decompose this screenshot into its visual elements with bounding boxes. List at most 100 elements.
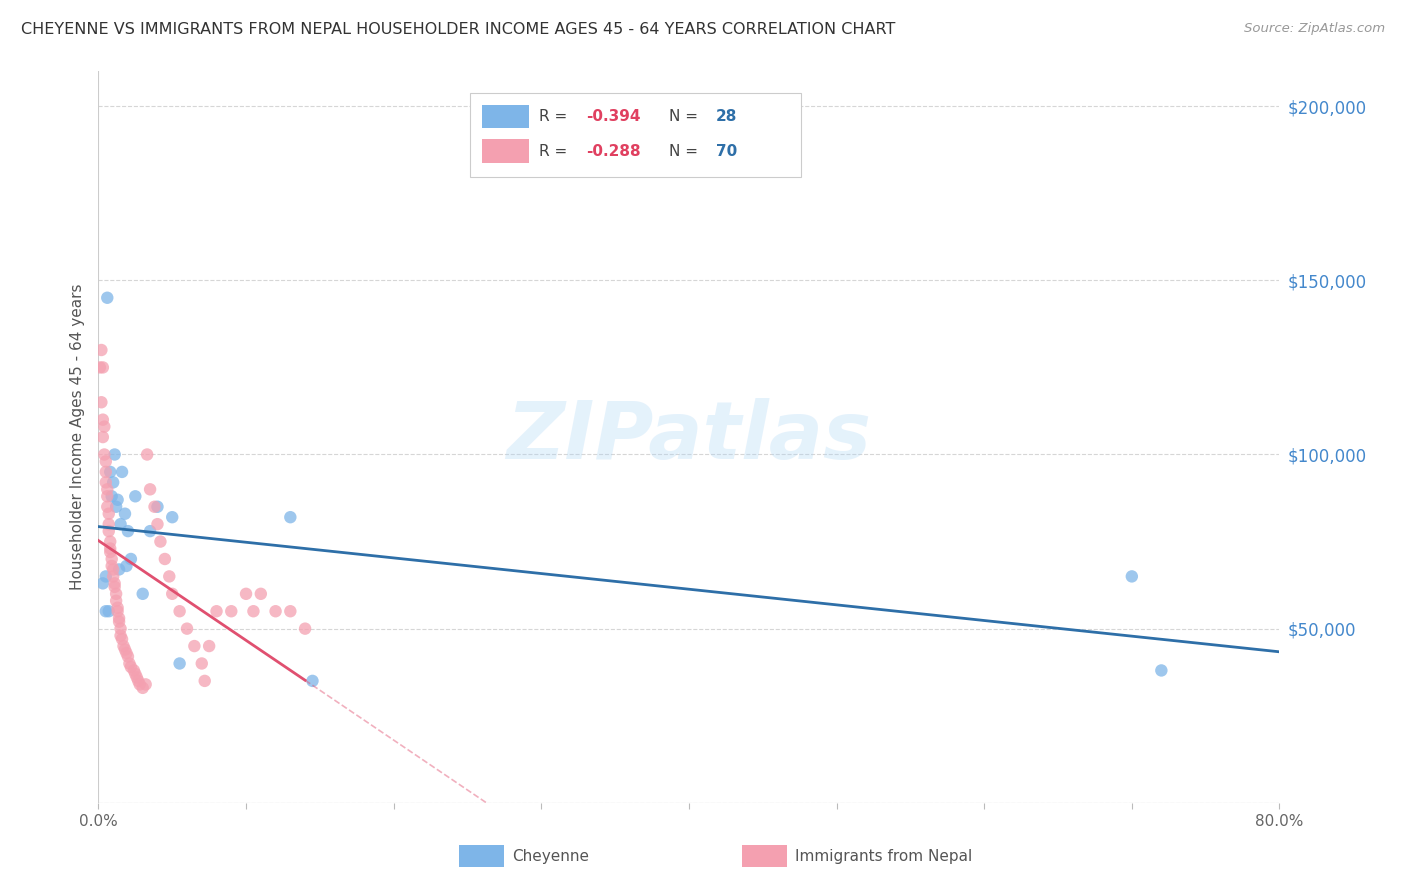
Text: N =: N = (669, 144, 703, 159)
Point (105, 587, 128, 601)
Point (108, 615, 131, 629)
Bar (742, 846, 787, 867)
Point (110, 517, 132, 532)
Point (96, 500, 118, 514)
Point (108, 611, 131, 625)
Point (98, 465, 121, 479)
Point (103, 569, 125, 583)
Point (94, 604, 117, 618)
Point (205, 604, 228, 618)
Point (105, 594, 128, 608)
Point (146, 500, 169, 514)
Point (139, 483, 162, 497)
Point (108, 562, 131, 576)
Point (221, 604, 243, 618)
Point (103, 475, 125, 490)
Point (94, 465, 117, 479)
Point (117, 649, 139, 664)
Text: -0.288: -0.288 (586, 144, 641, 159)
Point (235, 587, 257, 601)
Point (107, 600, 129, 615)
Point (136, 448, 159, 462)
Point (100, 489, 122, 503)
Point (97, 517, 120, 532)
Point (128, 677, 150, 691)
Point (132, 681, 155, 695)
Point (198, 639, 221, 653)
Bar (482, 105, 530, 128)
Point (98, 541, 121, 556)
Point (97, 604, 120, 618)
Point (146, 517, 169, 532)
Point (94, 475, 117, 490)
Point (264, 604, 287, 618)
Text: R =: R = (538, 144, 572, 159)
Point (115, 646, 138, 660)
Point (104, 448, 127, 462)
Point (127, 673, 149, 688)
Text: Immigrants from Nepal: Immigrants from Nepal (796, 848, 973, 863)
Text: Source: ZipAtlas.com: Source: ZipAtlas.com (1244, 22, 1385, 36)
Point (104, 576, 127, 591)
Point (89, 360, 111, 375)
Point (120, 660, 142, 674)
Bar (458, 846, 503, 867)
Text: CHEYENNE VS IMMIGRANTS FROM NEPAL HOUSEHOLDER INCOME AGES 45 - 64 YEARS CORRELAT: CHEYENNE VS IMMIGRANTS FROM NEPAL HOUSEH… (21, 22, 896, 37)
Point (169, 657, 191, 671)
Point (93, 448, 115, 462)
Point (90, 343, 112, 357)
Text: -0.394: -0.394 (586, 109, 641, 124)
Point (97, 524, 120, 538)
Text: ZIPatlas: ZIPatlas (506, 398, 872, 476)
Text: Cheyenne: Cheyenne (512, 848, 589, 863)
Point (183, 639, 205, 653)
Point (107, 492, 129, 507)
FancyBboxPatch shape (471, 94, 801, 178)
Bar (482, 139, 530, 163)
Point (96, 483, 118, 497)
Point (280, 510, 302, 524)
Point (1121, 569, 1143, 583)
Point (105, 500, 128, 514)
Point (162, 587, 183, 601)
Point (93, 419, 115, 434)
Point (104, 580, 127, 594)
Point (169, 604, 191, 618)
Point (97, 507, 120, 521)
Point (100, 552, 122, 566)
Y-axis label: Householder Income Ages 45 - 64 years: Householder Income Ages 45 - 64 years (70, 284, 86, 591)
Point (294, 622, 316, 636)
Point (103, 562, 125, 576)
Point (91, 430, 114, 444)
Point (132, 587, 155, 601)
Point (153, 552, 176, 566)
Text: 28: 28 (716, 109, 738, 124)
Point (143, 500, 166, 514)
Point (117, 524, 139, 538)
Point (91, 412, 114, 426)
Point (114, 507, 136, 521)
Text: 70: 70 (716, 144, 737, 159)
Text: N =: N = (669, 109, 703, 124)
Point (120, 552, 142, 566)
Point (124, 667, 146, 681)
Point (301, 673, 323, 688)
Point (135, 677, 157, 691)
Point (242, 604, 264, 618)
Point (110, 622, 132, 636)
Point (280, 604, 302, 618)
Point (191, 657, 214, 671)
Point (94, 454, 117, 468)
Point (115, 558, 138, 573)
Point (110, 629, 132, 643)
Point (124, 489, 146, 503)
Point (91, 576, 114, 591)
Point (98, 545, 121, 559)
Point (98, 534, 121, 549)
Point (194, 673, 217, 688)
Point (100, 558, 122, 573)
Point (111, 632, 134, 646)
Point (125, 670, 148, 684)
Point (139, 524, 162, 538)
Point (107, 604, 129, 618)
